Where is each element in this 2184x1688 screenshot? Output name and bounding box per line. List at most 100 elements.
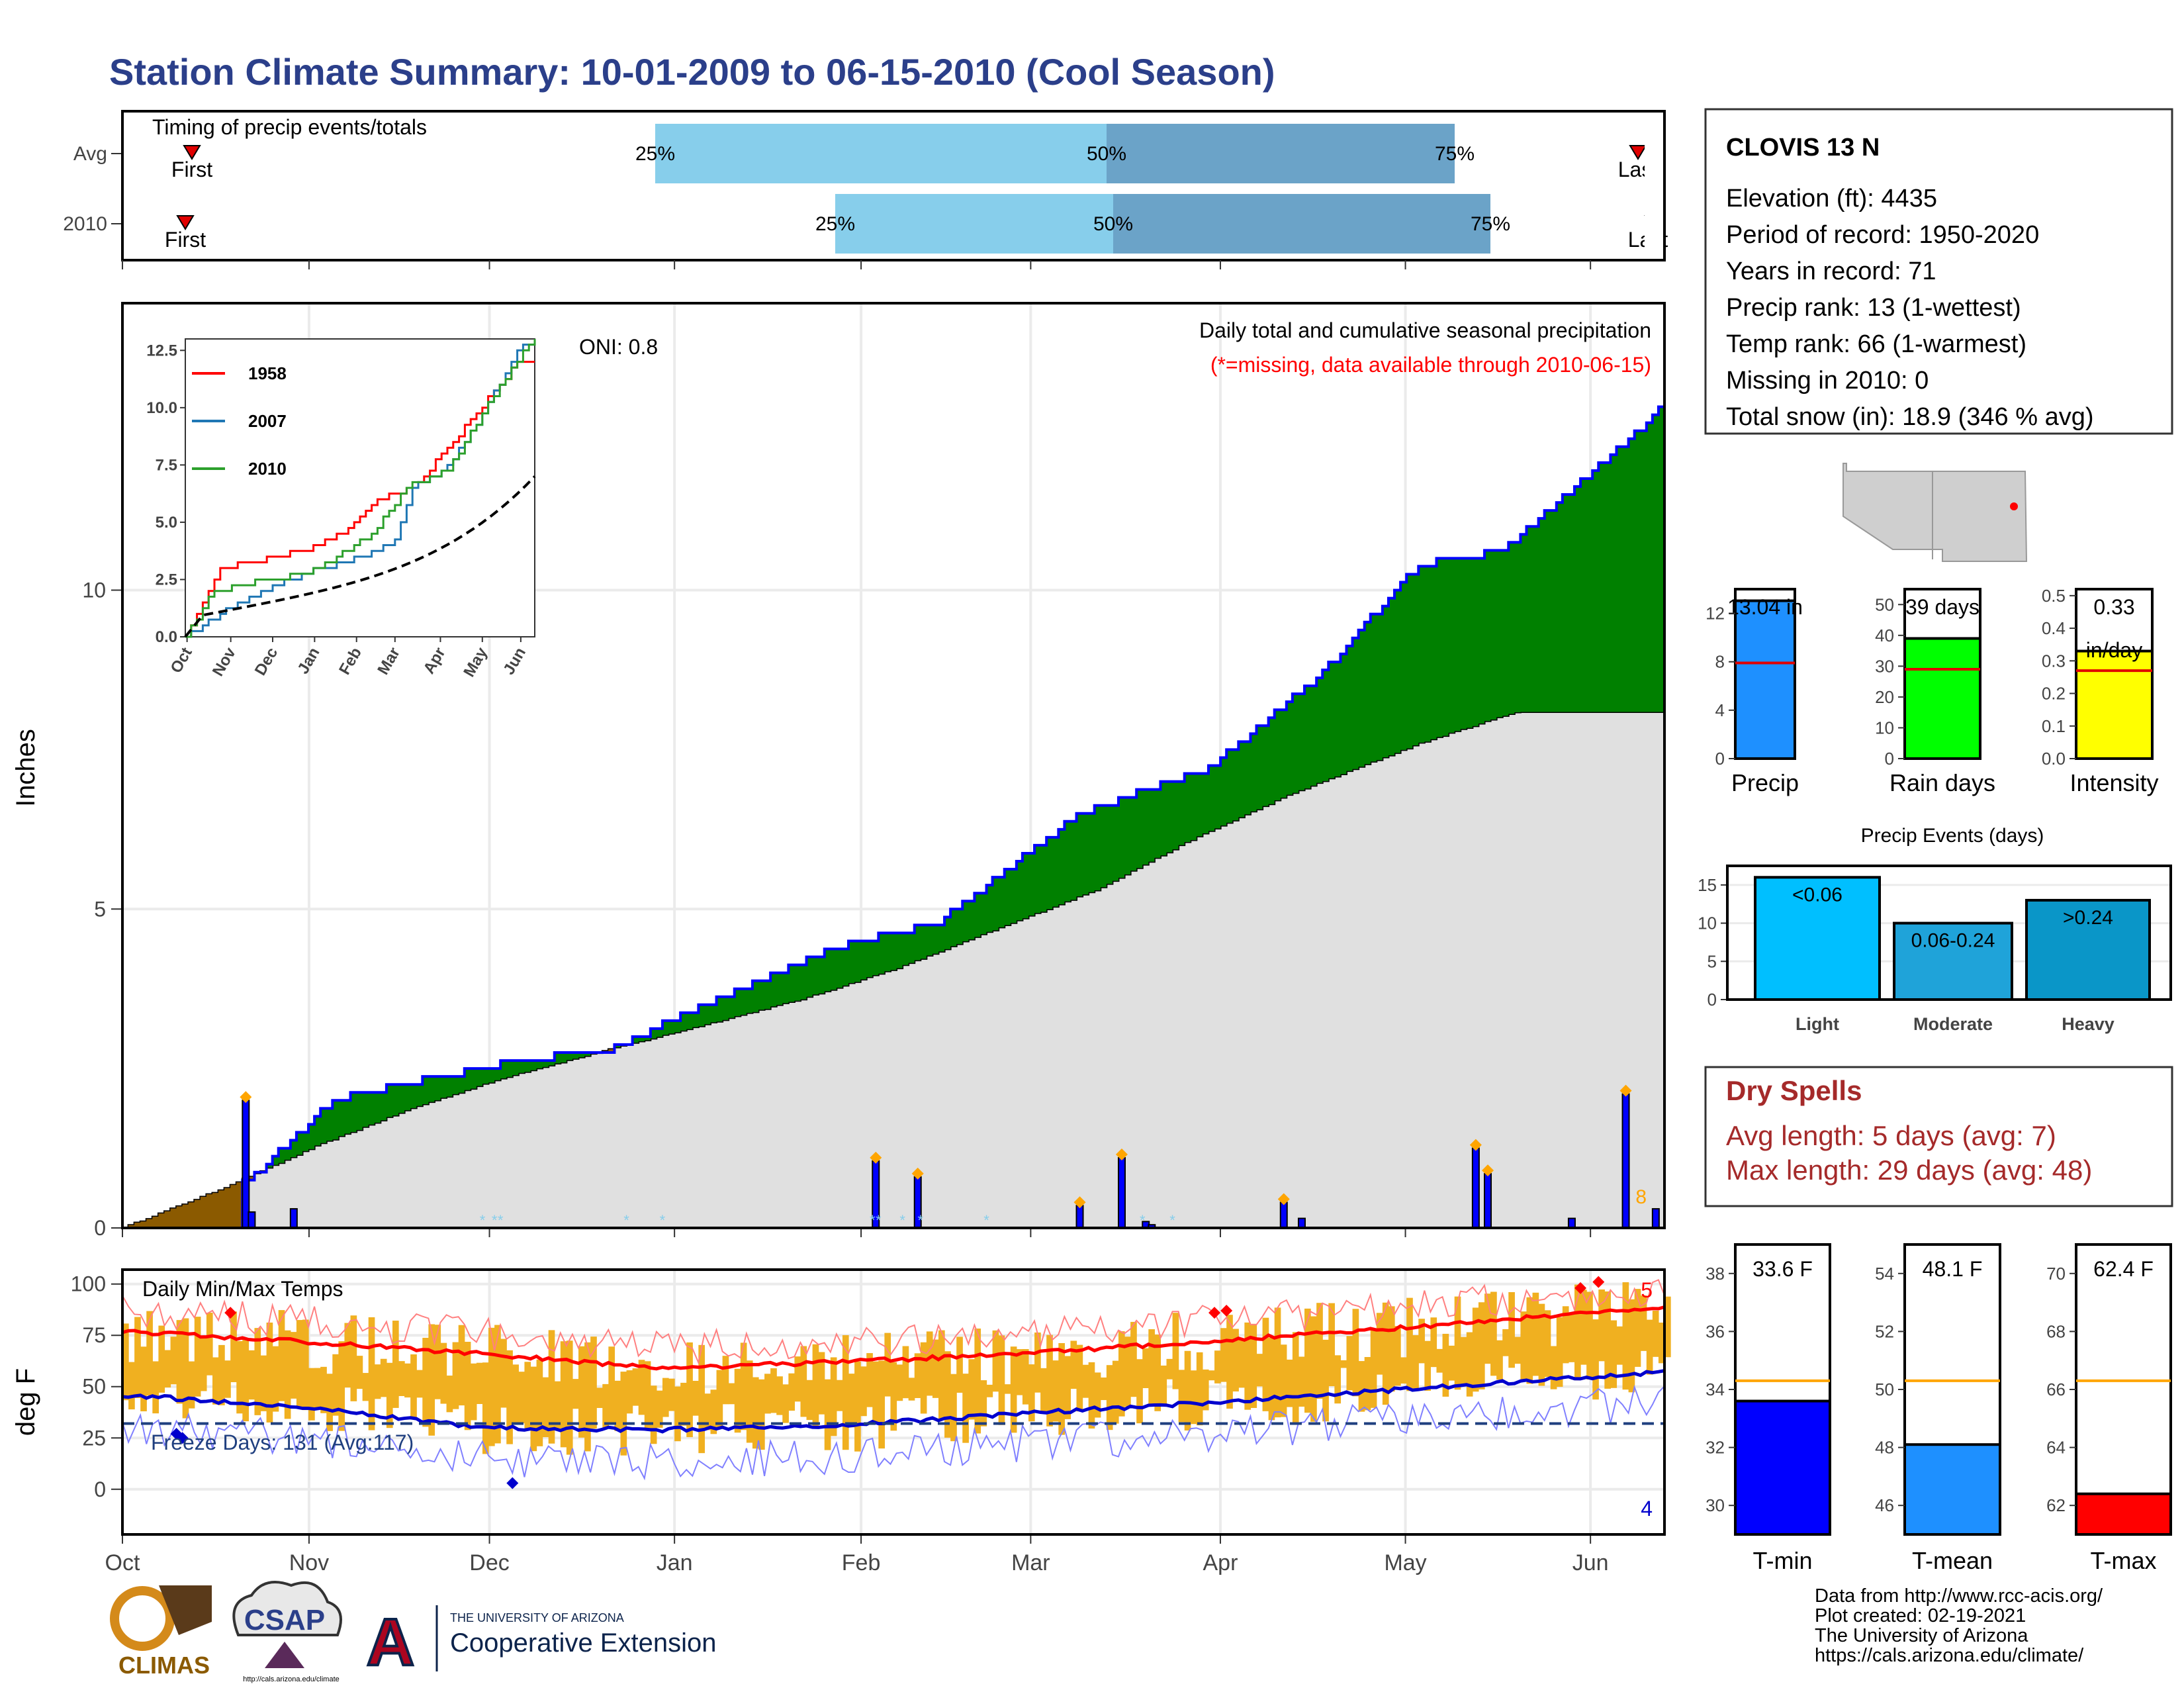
temp-range-bar	[1082, 1364, 1089, 1398]
temp-range-bar	[428, 1324, 435, 1436]
temp-range-bar	[1118, 1331, 1125, 1417]
temp-range-bar	[902, 1346, 909, 1399]
temp-range-bar	[284, 1330, 291, 1419]
temp-range-bar	[1550, 1346, 1557, 1389]
missing-marker: *	[498, 1212, 504, 1229]
month-label: Jun	[1572, 1550, 1609, 1575]
temp-range-bar	[278, 1310, 285, 1401]
station-box	[1704, 108, 2173, 435]
temp-range-bar	[254, 1328, 261, 1415]
temp-range-bar	[1328, 1303, 1335, 1387]
y-tick-label: 75	[82, 1323, 106, 1347]
temp-range-bar	[986, 1384, 993, 1397]
temp-range-bar	[356, 1356, 363, 1389]
temp-range-bar	[1094, 1372, 1101, 1418]
inset-y-label: 7.5	[156, 456, 177, 474]
temp-bar-value	[2075, 1492, 2172, 1536]
mini-bar-value-unit: in/day	[2086, 638, 2142, 662]
temp-range-bar	[1364, 1357, 1371, 1411]
event-bar	[2025, 898, 2151, 1002]
inset-legend-label: 2007	[248, 411, 287, 431]
month-label: Nov	[289, 1550, 329, 1575]
temp-range-bar	[224, 1360, 231, 1398]
temp-range-bar	[1130, 1321, 1137, 1397]
dry-spells-avg: Avg length: 5 days (avg: 7)	[1726, 1120, 2056, 1151]
temp-bar-y-label: 54	[1875, 1264, 1894, 1284]
temp-range-bar	[524, 1362, 531, 1429]
temp-range-bar	[1352, 1309, 1359, 1397]
climas-logo-shape	[159, 1585, 212, 1635]
csap-logo-cloud	[232, 1581, 342, 1636]
temp-range-bar	[1190, 1370, 1197, 1425]
temp-range-bar	[1304, 1308, 1311, 1413]
temp-range-bar	[302, 1319, 309, 1411]
temp-range-bar	[1196, 1352, 1203, 1426]
missing-marker: *	[623, 1212, 629, 1229]
temp-range-bar	[1412, 1335, 1419, 1391]
mini-bar-label: Precip	[1731, 769, 1799, 796]
temp-range-bar	[830, 1357, 837, 1436]
temp-range-bar	[1484, 1293, 1491, 1364]
temp-range-bar	[1418, 1319, 1425, 1364]
mini-y-label: 10	[1875, 718, 1894, 737]
snow-marker	[1619, 1084, 1632, 1097]
temp-frame	[121, 1268, 1666, 1536]
temp-range-bar	[488, 1327, 495, 1446]
temp-range-bar	[266, 1322, 273, 1423]
temp-range-bar	[1646, 1319, 1653, 1375]
temp-bar-y-label: 50	[1875, 1380, 1894, 1399]
temp-bar-frame	[2075, 1243, 2172, 1536]
temp-bar-y-label: 68	[2046, 1321, 2066, 1341]
temp-range-bar	[1124, 1336, 1131, 1407]
mini-bar-value-text: 13.04 in	[1727, 595, 1803, 619]
temp-bar-y-label: 70	[2046, 1264, 2066, 1284]
mini-y-label: 0.1	[2042, 716, 2066, 736]
events-frame	[1726, 865, 2172, 1001]
temp-range-bar	[932, 1339, 939, 1398]
temp-range-bar	[566, 1340, 573, 1455]
temp-range-bar	[866, 1353, 873, 1407]
timing-title: Timing of precip events/totals	[152, 115, 427, 139]
precip-frame	[121, 302, 1666, 1229]
temp-range-bar	[1172, 1313, 1179, 1389]
right-column: CLOVIS 13 N Elevation (ft): 4435 Period of…	[1698, 108, 2173, 1574]
precip-ylabel: Inches	[11, 729, 40, 807]
daily-precip-bar	[1484, 1173, 1492, 1229]
mini-y-label: 30	[1875, 656, 1894, 676]
temp-range-bar	[416, 1370, 423, 1398]
avg-min-line	[122, 1369, 1665, 1434]
timing-bar-25-50	[655, 124, 1107, 183]
record-max-line	[122, 1279, 1665, 1365]
temp-bar-value	[1903, 1443, 2001, 1536]
temp-range-bar	[734, 1368, 741, 1433]
avg-max-line	[122, 1305, 1665, 1371]
snow-marker	[911, 1167, 924, 1180]
temp-range-bar	[992, 1330, 999, 1392]
deficit-area	[128, 1049, 615, 1228]
temp-bar-y-label: 48	[1875, 1438, 1894, 1458]
missing-marker: *	[480, 1212, 486, 1229]
temp-range-bar	[290, 1332, 297, 1399]
temp-range-bar	[548, 1330, 555, 1444]
record-high-marker	[1220, 1305, 1233, 1317]
daily-precip-bar	[1297, 1217, 1306, 1229]
missing-marker: *	[983, 1212, 989, 1229]
timing-p50-label: 50%	[1087, 143, 1126, 165]
temp-range-bar	[1568, 1312, 1575, 1362]
temp-range-bar	[338, 1341, 345, 1431]
mini-bar-value-text: 0.33	[2093, 595, 2134, 619]
y-tick-label: 0	[94, 1216, 106, 1240]
temp-range-bar	[434, 1325, 441, 1399]
temp-bar-label: T-mean	[1912, 1547, 1993, 1574]
snow-marker	[1482, 1164, 1494, 1177]
temp-range-bar	[1538, 1303, 1545, 1386]
temp-range-bar	[1202, 1369, 1209, 1411]
mini-bar-value	[1734, 599, 1796, 760]
temp-range-bar	[650, 1385, 657, 1444]
month-label: Mar	[1011, 1550, 1050, 1575]
snow-marker	[870, 1151, 882, 1164]
y-tick-label: 0	[94, 1477, 106, 1501]
temp-range-bar	[1310, 1316, 1317, 1422]
temp-range-bar	[1052, 1360, 1059, 1422]
temp-range-bar	[308, 1368, 315, 1421]
